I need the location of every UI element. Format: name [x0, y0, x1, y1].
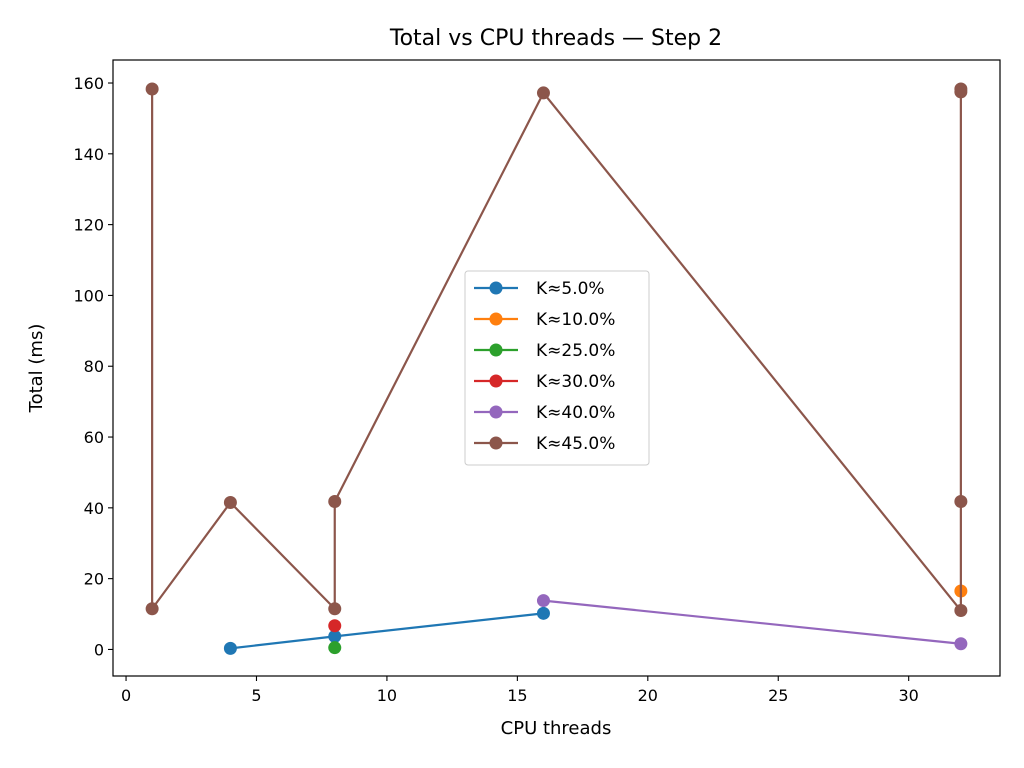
data-point [328, 629, 342, 643]
legend-label: K≈45.0% [536, 434, 615, 454]
legend-label: K≈25.0% [536, 341, 615, 361]
legend-marker [489, 312, 503, 326]
data-point [328, 494, 342, 508]
y-tick-label: 40 [84, 499, 104, 518]
x-tick-label: 30 [899, 686, 919, 705]
legend-marker [489, 374, 503, 388]
data-point [536, 606, 550, 620]
series-0 [223, 606, 550, 655]
axes: 0 5 10 15 20 25 30 0 20 40 60 80 100 120 140 160 [73, 59, 1001, 705]
legend-label: K≈5.0% [536, 279, 605, 299]
x-tick-label: 10 [377, 686, 397, 705]
y-tick-label: 100 [73, 286, 104, 305]
legend-marker [489, 436, 503, 450]
series-3 [328, 619, 342, 633]
y-tick-label: 80 [84, 357, 104, 376]
data-point [954, 494, 968, 508]
legend-item: K≈30.0% [474, 372, 615, 392]
series-4 [536, 594, 968, 651]
data-point [145, 82, 159, 96]
legend-item: K≈25.0% [474, 341, 615, 361]
x-tick-label: 25 [768, 686, 788, 705]
legend-item: K≈5.0% [474, 279, 605, 299]
y-tick-label: 140 [73, 145, 104, 164]
legend-item: K≈10.0% [474, 310, 615, 330]
legend-marker [489, 281, 503, 295]
legend-label: K≈10.0% [536, 310, 615, 330]
x-tick-label: 20 [638, 686, 658, 705]
legend-marker [489, 343, 503, 357]
y-tick-label: 60 [84, 428, 104, 447]
legend-label: K≈40.0% [536, 403, 615, 423]
y-tick-label: 160 [73, 74, 104, 93]
data-point [328, 641, 342, 655]
series-line [542, 599, 963, 645]
x-tick-label: 15 [507, 686, 527, 705]
chart-title: Total vs CPU threads — Step 2 [389, 26, 722, 51]
y-axis-label: Total (ms) [26, 324, 47, 414]
data-point [954, 637, 968, 651]
y-tick-label: 0 [94, 640, 104, 659]
data-point [328, 619, 342, 633]
data-point [223, 641, 237, 655]
legend-item: K≈45.0% [474, 434, 615, 454]
axes-frame [112, 59, 1001, 677]
series-5 [145, 82, 968, 618]
y-tick-label: 20 [84, 570, 104, 589]
data-point [328, 602, 342, 616]
series-2 [328, 641, 342, 655]
x-tick-label: 5 [251, 686, 261, 705]
data-point [536, 594, 550, 608]
y-tick-label: 120 [73, 216, 104, 235]
data-point [223, 496, 237, 510]
x-tick-label: 0 [121, 686, 131, 705]
legend-marker [489, 405, 503, 419]
data-point [145, 602, 159, 616]
x-axis-label: CPU threads [501, 718, 612, 739]
legend-item: K≈40.0% [474, 403, 615, 423]
legend: K≈5.0% K≈10.0% K≈25.0% K≈30.0% K≈40.0% K≈45.0… [464, 270, 650, 466]
legend-label: K≈30.0% [536, 372, 615, 392]
data-point [954, 82, 968, 96]
plot-area [145, 82, 968, 655]
data-point [954, 604, 968, 618]
series-line [151, 87, 962, 612]
data-point [536, 86, 550, 100]
